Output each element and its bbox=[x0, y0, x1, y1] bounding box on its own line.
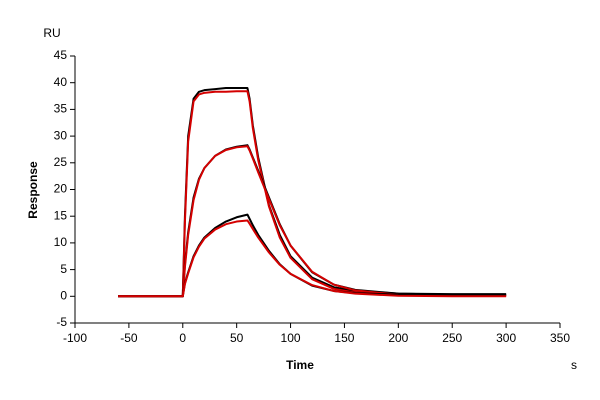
y-tick-label: 15 bbox=[54, 208, 68, 222]
sensorgram-line bbox=[118, 87, 507, 298]
y-tick-label: 45 bbox=[54, 48, 68, 62]
y-tick-label: 35 bbox=[54, 102, 68, 116]
y-tick-label: 0 bbox=[60, 288, 67, 302]
sensorgram-line bbox=[118, 145, 507, 298]
sensorgram-line bbox=[118, 90, 507, 298]
sensorgram-line bbox=[118, 219, 507, 298]
y-tick-label: 30 bbox=[54, 128, 68, 142]
y-tick-label: -5 bbox=[56, 315, 67, 329]
x-tick-label: 0 bbox=[179, 331, 186, 345]
x-tick-label: 50 bbox=[230, 331, 244, 345]
y-tick-label: 25 bbox=[54, 155, 68, 169]
y-tick-label: 20 bbox=[54, 182, 68, 196]
y-tick-label: 10 bbox=[54, 235, 68, 249]
x-tick-label: 300 bbox=[496, 331, 516, 345]
x-unit: s bbox=[571, 358, 577, 372]
sensorgram-line bbox=[118, 144, 507, 298]
x-tick-label: -50 bbox=[120, 331, 138, 345]
x-tick-label: 350 bbox=[550, 331, 570, 345]
x-tick-label: 200 bbox=[388, 331, 408, 345]
x-tick-label: 100 bbox=[281, 331, 301, 345]
y-axis-title: Response bbox=[26, 161, 40, 219]
x-tick-label: 150 bbox=[334, 331, 354, 345]
y-tick-label: 40 bbox=[54, 75, 68, 89]
x-tick-label: -100 bbox=[63, 331, 87, 345]
x-tick-label: 250 bbox=[442, 331, 462, 345]
y-tick-label: 5 bbox=[60, 262, 67, 276]
x-axis-title: Time bbox=[286, 358, 314, 372]
y-unit: RU bbox=[43, 26, 60, 40]
